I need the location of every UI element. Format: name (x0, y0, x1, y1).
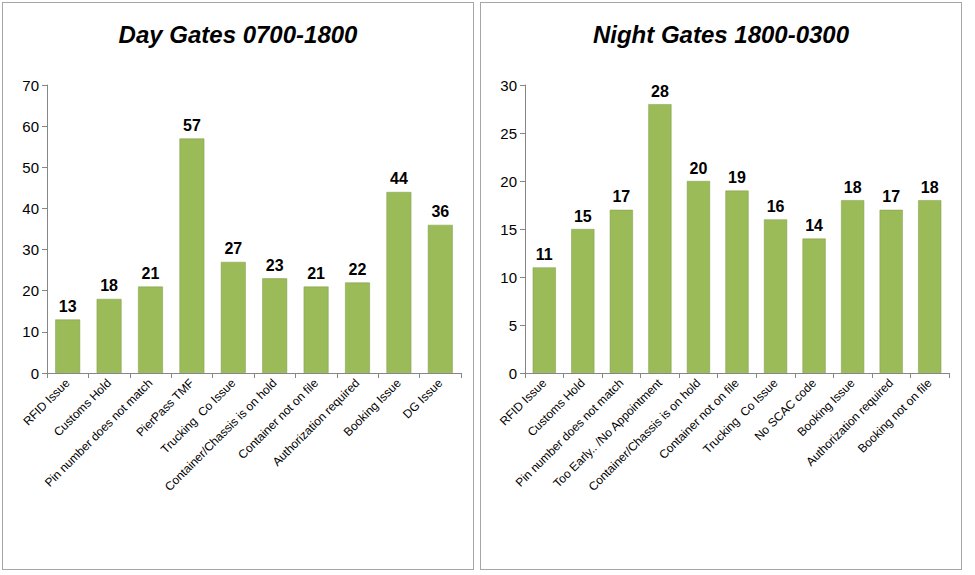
svg-text:Customs Hold: Customs Hold (50, 376, 114, 440)
svg-text:21: 21 (142, 265, 160, 282)
svg-text:Container not on file: Container not on file (656, 376, 742, 462)
svg-text:DG Issue: DG Issue (400, 376, 445, 421)
svg-text:27: 27 (224, 240, 242, 257)
svg-text:50: 50 (22, 159, 39, 176)
svg-text:10: 10 (500, 269, 517, 286)
svg-text:28: 28 (651, 83, 669, 100)
svg-text:30: 30 (22, 241, 39, 258)
svg-text:21: 21 (307, 265, 325, 282)
svg-text:Trucking Co Issue: Trucking Co Issue (158, 376, 238, 456)
svg-text:15: 15 (574, 208, 592, 225)
svg-text:23: 23 (266, 257, 284, 274)
svg-text:Booking not on file: Booking not on file (855, 376, 935, 456)
svg-text:20: 20 (500, 173, 517, 190)
svg-text:17: 17 (882, 188, 900, 205)
svg-text:10: 10 (22, 323, 39, 340)
svg-text:15: 15 (500, 221, 517, 238)
svg-text:30: 30 (500, 77, 517, 94)
svg-text:Booking Issue: Booking Issue (341, 376, 404, 439)
svg-text:0: 0 (31, 365, 39, 382)
svg-text:20: 20 (690, 160, 708, 177)
svg-text:Container/Chassis is on hold: Container/Chassis is on hold (585, 376, 704, 494)
svg-text:Booking Issue: Booking Issue (794, 376, 858, 440)
svg-text:Pin number does not match: Pin number does not match (41, 376, 156, 490)
svg-text:60: 60 (22, 118, 39, 135)
svg-text:0: 0 (509, 365, 517, 382)
svg-text:19: 19 (728, 169, 746, 186)
svg-text:No SCAC code: No SCAC code (751, 376, 819, 444)
svg-text:40: 40 (22, 200, 39, 217)
svg-text:57: 57 (183, 117, 201, 134)
svg-text:Customs Hold: Customs Hold (524, 376, 588, 440)
svg-text:16: 16 (767, 198, 785, 215)
svg-text:Trucking Co Issue: Trucking Co Issue (700, 376, 781, 457)
svg-text:70: 70 (22, 77, 39, 94)
svg-text:36: 36 (431, 203, 449, 220)
svg-text:17: 17 (612, 188, 630, 205)
svg-text:Container/Chassis is on hold: Container/Chassis is on hold (161, 376, 280, 494)
svg-text:Pin number does not match: Pin number does not match (512, 376, 627, 490)
svg-text:25: 25 (500, 125, 517, 142)
svg-text:PierPass TMF: PierPass TMF (133, 376, 197, 440)
svg-text:RFID Issue: RFID Issue (496, 376, 550, 429)
svg-text:11: 11 (536, 246, 553, 263)
svg-text:Night Gates 1800-0300: Night Gates 1800-0300 (593, 21, 850, 48)
svg-text:13: 13 (59, 298, 77, 315)
svg-text:22: 22 (349, 261, 367, 278)
svg-text:18: 18 (844, 179, 862, 196)
svg-text:44: 44 (390, 170, 408, 187)
svg-text:20: 20 (22, 282, 39, 299)
svg-text:18: 18 (921, 179, 939, 196)
svg-text:18: 18 (100, 277, 118, 294)
svg-text:Day Gates 0700-1800: Day Gates 0700-1800 (119, 21, 358, 48)
svg-text:5: 5 (509, 317, 517, 334)
svg-text:Container not on file: Container not on file (235, 376, 321, 462)
svg-text:14: 14 (805, 217, 823, 234)
svg-text:Authorization required: Authorization required (803, 376, 897, 469)
svg-text:Too Early.. /No Appointment: Too Early.. /No Appointment (550, 376, 665, 491)
svg-text:Authorization required: Authorization required (269, 376, 363, 469)
svg-text:RFID Issue: RFID Issue (20, 376, 73, 429)
